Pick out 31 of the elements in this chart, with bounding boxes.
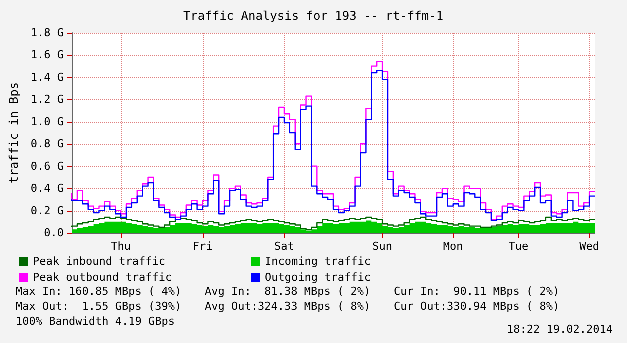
y-tick-label: 1.6 G xyxy=(30,48,64,62)
legend-label: Incoming traffic xyxy=(265,255,371,268)
y-axis-title: traffic in Bps xyxy=(7,82,21,184)
x-tick-label: Fri xyxy=(192,240,213,253)
y-tick-label: 0.8 G xyxy=(30,138,64,151)
legend-label: Outgoing traffic xyxy=(265,271,371,284)
text: Cur Out:330.94 MBps ( 8%) xyxy=(394,300,560,313)
x-tick-label: Sat xyxy=(274,240,294,253)
y-tick-label: 1.4 G xyxy=(30,70,64,84)
text: Max In: 160.85 MBps ( 4%) xyxy=(16,285,182,298)
x-tick-label: Tue xyxy=(508,240,529,253)
x-tick-label: Sun xyxy=(372,240,392,253)
y-tick-label: 0.6 G xyxy=(30,160,64,173)
text: Avg Out:324.33 MBps ( 8%) xyxy=(205,300,371,313)
y-tick-label: 1.0 G xyxy=(30,115,64,128)
text: Cur In: 90.11 MBps ( 2%) xyxy=(394,285,560,298)
text: Max Out: 1.55 GBps (39%) xyxy=(16,300,182,313)
legend-label: Peak outbound traffic xyxy=(33,271,172,284)
y-tick-label: 1.8 G xyxy=(30,26,64,40)
text: 100% Bandwidth 4.19 GBps xyxy=(16,315,175,328)
y-tick-label: 0.0 xyxy=(44,226,64,240)
chart-title: Traffic Analysis for 193 -- rt-ffm-1 xyxy=(183,9,444,23)
x-tick-label: Wed xyxy=(580,240,600,253)
x-tick-label: Thu xyxy=(111,240,131,253)
x-tick-label: Mon xyxy=(443,240,464,253)
y-tick-label: 0.4 G xyxy=(30,182,64,196)
text: Avg In: 81.38 MBps ( 2%) xyxy=(205,285,371,298)
y-tick-label: 0.2 G xyxy=(30,204,64,218)
legend-label: Peak inbound traffic xyxy=(33,255,166,268)
text: 18:22 19.02.2014 xyxy=(507,323,614,336)
y-tick-label: 1.2 G xyxy=(30,93,64,106)
